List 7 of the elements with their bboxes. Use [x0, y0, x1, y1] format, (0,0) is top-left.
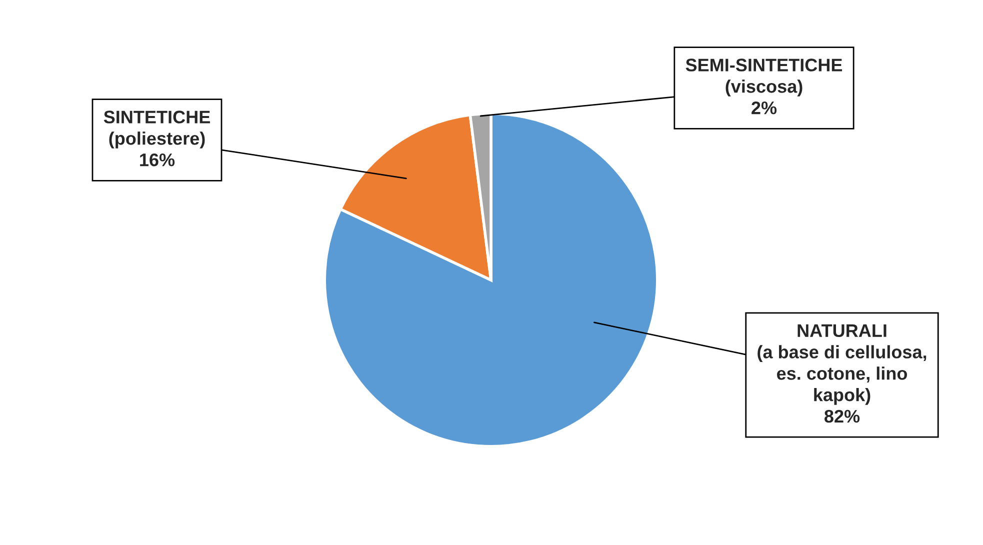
- data-label: 16%: [140, 153, 175, 166]
- slice-label: SEMI-SINTETICHE (viscosa): [686, 58, 842, 96]
- data-label: 82%: [824, 410, 860, 423]
- pie-slice: [323, 112, 659, 448]
- slice-label: NATURALI (a base di cellulosa, es. cotone, lino kapok): [758, 324, 926, 405]
- data-label: 2%: [752, 101, 777, 114]
- slice-label: SINTETICHE (poliestere): [104, 110, 210, 148]
